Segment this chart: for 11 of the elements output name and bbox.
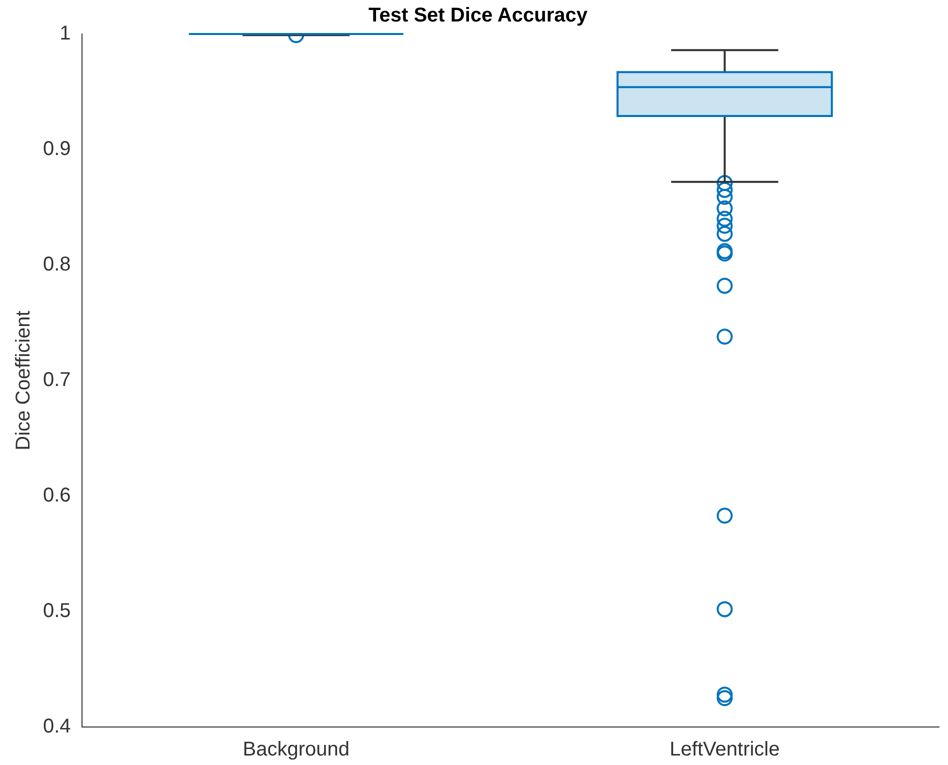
- chart-title: Test Set Dice Accuracy: [368, 4, 588, 27]
- y-axis-title: Dice Coefficient: [12, 310, 35, 450]
- y-tick-label: 0.5: [42, 600, 71, 622]
- y-tick-label: 0.8: [42, 254, 71, 276]
- x-tick-label: Background: [242, 738, 350, 761]
- y-tick-label: 0.9: [42, 138, 71, 160]
- y-tick-label: 0.6: [42, 484, 71, 507]
- y-tick-label: 1: [60, 22, 71, 45]
- y-tick-label: 0.4: [42, 716, 71, 738]
- x-tick-label: LeftVentricle: [670, 738, 780, 761]
- y-tick-label: 0.7: [42, 369, 71, 392]
